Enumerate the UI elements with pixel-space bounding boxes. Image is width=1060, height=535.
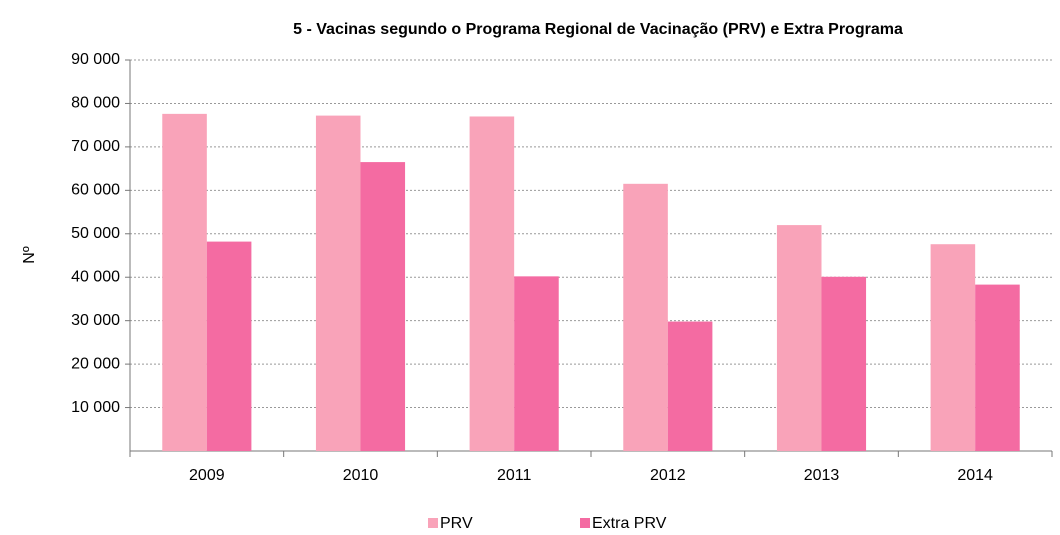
bar [776, 225, 822, 451]
bar [821, 276, 867, 451]
legend-label: Extra PRV [592, 515, 667, 532]
y-axis-label: Nº [21, 246, 38, 264]
x-tick-label: 2009 [189, 467, 225, 484]
bar [469, 116, 515, 451]
legend-swatch [580, 518, 590, 528]
x-tick-label: 2013 [804, 467, 840, 484]
chart-title: 5 - Vacinas segundo o Programa Regional … [293, 21, 903, 38]
bar [206, 241, 252, 451]
x-tick-label: 2011 [497, 467, 532, 484]
bar [514, 276, 559, 451]
bar [623, 183, 668, 452]
legend-swatch [428, 518, 438, 528]
bar [360, 162, 406, 451]
bar [162, 113, 207, 452]
y-tick-label: 70 000 [71, 138, 120, 155]
y-tick-label: 30 000 [71, 312, 120, 329]
bar [930, 244, 976, 451]
legend-label: PRV [440, 515, 473, 532]
y-tick-label: 50 000 [71, 225, 120, 242]
bar [315, 115, 361, 451]
y-tick-label: 40 000 [71, 268, 120, 285]
y-tick-label: 90 000 [71, 51, 120, 68]
bar [975, 284, 1020, 451]
y-tick-label: 10 000 [71, 399, 120, 416]
x-tick-label: 2014 [957, 467, 993, 484]
bar [667, 321, 713, 451]
x-tick-label: 2010 [343, 467, 379, 484]
y-tick-label: 80 000 [71, 95, 120, 112]
x-tick-label: 2012 [650, 467, 686, 484]
y-tick-label: 20 000 [71, 355, 120, 372]
y-tick-label: 60 000 [71, 182, 120, 199]
